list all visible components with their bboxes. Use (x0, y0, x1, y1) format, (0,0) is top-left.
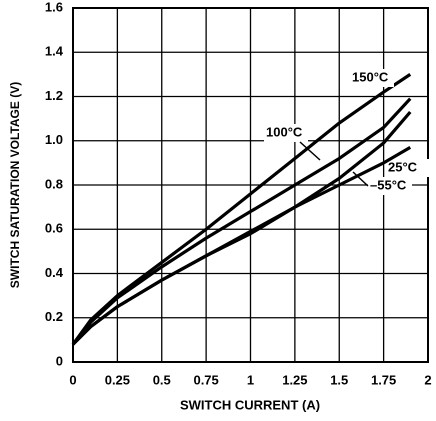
y-axis-label: SWITCH SATURATION VOLTAGE (V) (8, 82, 22, 288)
series-line (71, 73, 412, 346)
x-tick-label: 0 (69, 372, 76, 387)
y-tick-label: 1.6 (45, 0, 63, 14)
x-tick-label: 0.75 (193, 372, 218, 387)
y-tick-label: 0.6 (45, 221, 63, 236)
label-bg (368, 177, 412, 195)
x-tick-label: 2 (424, 372, 431, 387)
x-tick-label: 1 (247, 372, 254, 387)
leader-line (352, 171, 369, 187)
series-line (71, 146, 412, 346)
y-tick-label: 1.0 (45, 132, 63, 147)
label-bg (264, 124, 308, 142)
x-tick-label: 0.5 (153, 372, 171, 387)
series-label: –55°C (370, 177, 407, 192)
series-line (71, 110, 412, 346)
plot-frame (72, 7, 429, 363)
y-tick-label: 1.2 (45, 88, 63, 103)
series-label: 25°C (388, 159, 418, 174)
series-line (71, 97, 412, 346)
x-tick-label: 0.25 (105, 372, 130, 387)
y-tick-label: 0.4 (45, 265, 64, 280)
label-bg (350, 69, 394, 87)
y-tick-label: 0.2 (45, 309, 63, 324)
label-bg (386, 159, 430, 177)
y-tick-label: 1.4 (45, 44, 64, 59)
leader-line (299, 141, 321, 161)
series-label: 100°C (266, 124, 303, 139)
x-tick-label: 1.75 (371, 372, 396, 387)
x-axis-label: SWITCH CURRENT (A) (180, 397, 320, 412)
x-tick-label: 1.25 (282, 372, 307, 387)
y-tick-label: 0.8 (45, 176, 63, 191)
y-tick-label: 0 (56, 353, 63, 368)
series-label: 150°C (352, 69, 389, 84)
x-tick-label: 1.5 (330, 372, 348, 387)
